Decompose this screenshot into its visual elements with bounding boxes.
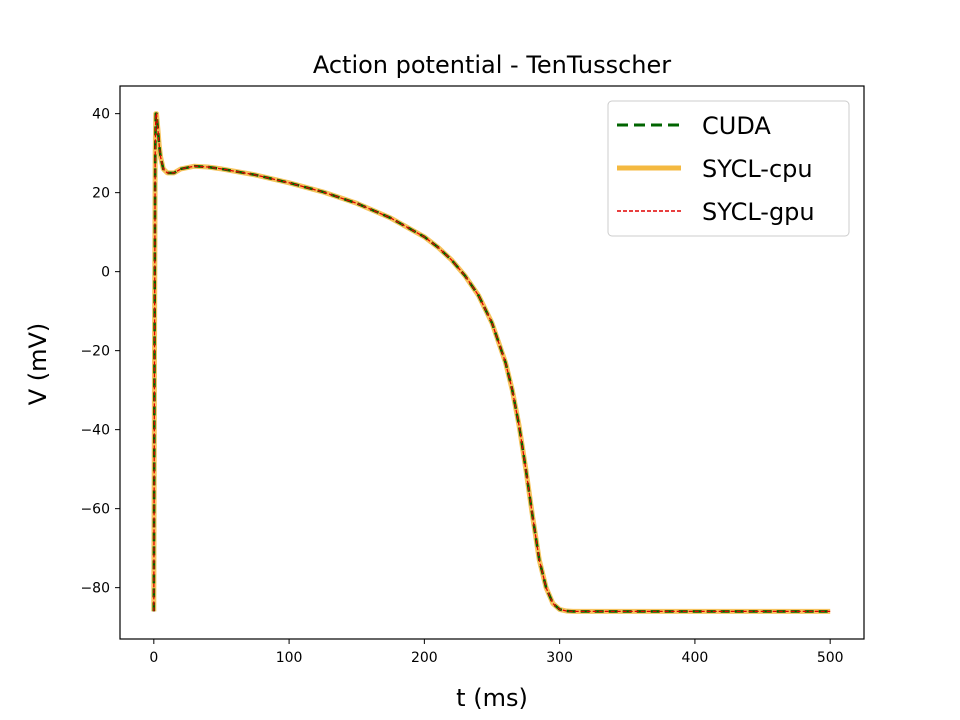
- y-axis-ticks: −80 −60 −40 −20 0 20 40: [80, 107, 120, 597]
- x-axis-label: t (ms): [456, 684, 528, 712]
- x-tick-label: 300: [546, 650, 573, 666]
- y-tick-label: 0: [101, 265, 110, 281]
- x-tick-label: 400: [682, 650, 709, 666]
- y-axis-label: V (mV): [24, 323, 52, 406]
- y-tick-label: 20: [92, 186, 110, 202]
- series-line-sycl-gpu: [153, 113, 831, 613]
- y-tick-label: −60: [80, 502, 110, 518]
- legend: CUDA SYCL-cpu SYCL-gpu: [607, 100, 850, 237]
- y-tick-label: −20: [80, 344, 110, 360]
- y-tick-label: −40: [80, 423, 110, 439]
- x-axis-ticks: 0 100 200 300 400 500: [149, 639, 844, 666]
- legend-box: [607, 100, 850, 237]
- y-tick-label: 40: [92, 107, 110, 123]
- plot-lines: [151, 111, 831, 614]
- plot-frame: [119, 85, 865, 640]
- legend-label-sycl-gpu: SYCL-gpu: [702, 198, 815, 226]
- x-tick-label: 200: [411, 650, 438, 666]
- x-tick-label: 100: [276, 650, 303, 666]
- chart-title: Action potential - TenTusscher: [313, 51, 671, 79]
- legend-label-sycl-cpu: SYCL-cpu: [702, 155, 813, 183]
- legend-label-cuda: CUDA: [702, 112, 771, 140]
- x-tick-label: 0: [149, 650, 158, 666]
- y-tick-label: −80: [80, 581, 110, 597]
- x-tick-label: 500: [817, 650, 844, 666]
